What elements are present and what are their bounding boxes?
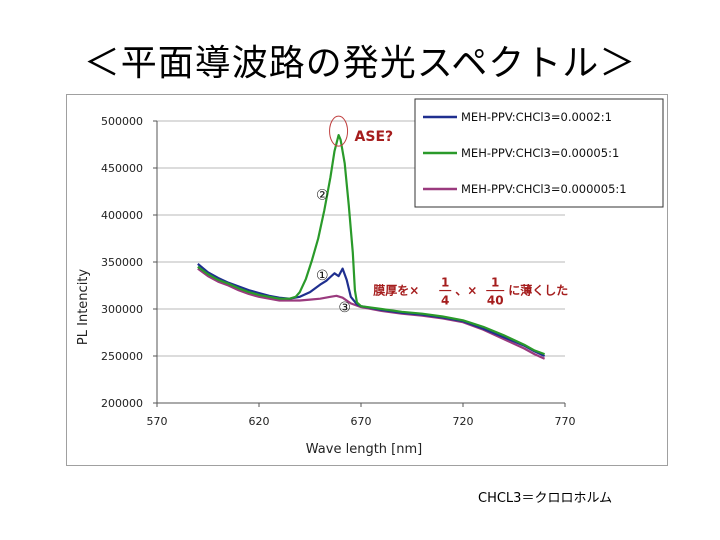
x-tick-label: 570 (147, 415, 168, 428)
y-tick-label: 350000 (101, 256, 143, 269)
y-tick-label: 450000 (101, 162, 143, 175)
note-text-b: 、× (455, 284, 477, 298)
fraction-2-numerator: 1 (491, 276, 499, 290)
y-tick-label: 400000 (101, 209, 143, 222)
fraction-2-denominator: 40 (487, 294, 504, 308)
marker-1: ① (316, 268, 329, 284)
legend: MEH-PPV:CHCl3=0.0002:1 MEH-PPV:CHCl3=0.00… (414, 98, 664, 208)
footnote: CHCL3＝クロロホルム (478, 491, 613, 506)
slide-title: ＜平面導波路の発光スペクトル＞ (83, 43, 637, 84)
x-tick-label: 770 (555, 415, 576, 428)
y-tick-label: 250000 (101, 350, 143, 363)
chart-frame: 200000 250000 300000 350000 400000 450000 5000… (66, 94, 668, 466)
y-tick-label: 500000 (101, 115, 143, 128)
x-axis-title: Wave length [nm] (306, 442, 422, 457)
series-line-2 (197, 134, 545, 356)
fraction-1-numerator: 1 (441, 276, 449, 290)
ase-label: ASE? (355, 129, 394, 145)
x-tick-label: 620 (249, 415, 270, 428)
x-tick-label: 720 (453, 415, 474, 428)
marker-3: ③ (338, 300, 351, 316)
note-text-c: に薄くした (508, 283, 568, 298)
legend-label-2: MEH-PPV:CHCl3=0.00005:1 (461, 146, 619, 160)
y-axis-title: PL Intencity (76, 269, 91, 345)
pl-spectrum-chart: 200000 250000 300000 350000 400000 450000 5000… (76, 98, 664, 457)
marker-2: ② (316, 187, 329, 203)
legend-label-1: MEH-PPV:CHCl3=0.0002:1 (461, 110, 612, 124)
fraction-1-denominator: 4 (441, 294, 449, 308)
note-text-a: 膜厚を× (373, 283, 419, 298)
y-tick-label: 300000 (101, 303, 143, 316)
legend-label-3: MEH-PPV:CHCl3=0.000005:1 (461, 182, 627, 196)
x-tick-label: 670 (351, 415, 372, 428)
y-tick-label: 200000 (101, 397, 143, 410)
ase-peak-circle (329, 115, 349, 147)
